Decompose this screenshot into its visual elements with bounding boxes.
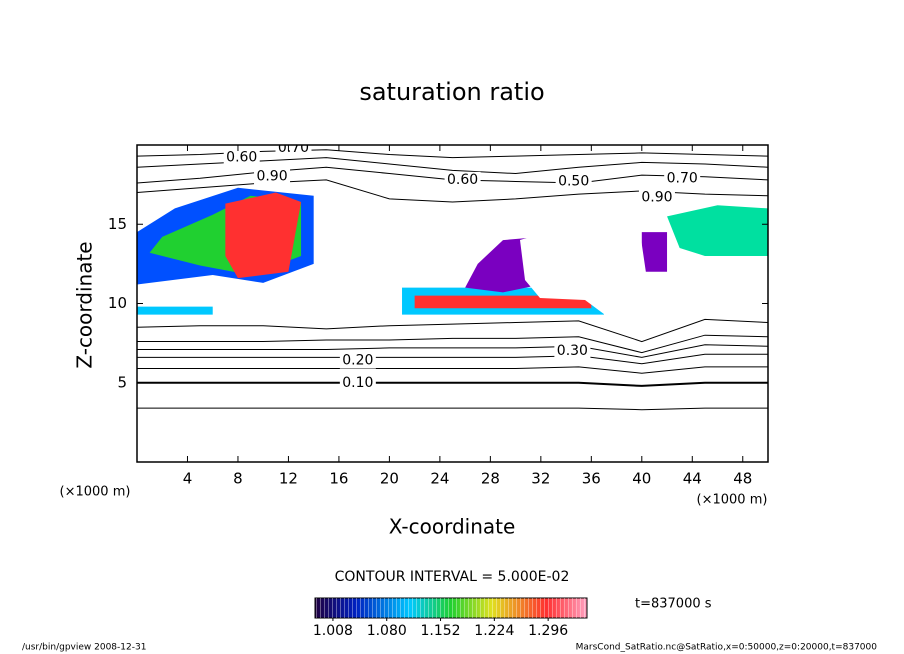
x-tick-label: 36 <box>582 470 601 488</box>
colorbar-label: 1.080 <box>367 623 407 639</box>
label-bg <box>275 145 312 157</box>
chart-title: saturation ratio <box>359 78 544 106</box>
y-tick-label: 10 <box>108 294 127 312</box>
shaded-region <box>225 192 302 279</box>
colorbar-label: 1.008 <box>313 623 353 639</box>
label-bg <box>339 374 376 391</box>
x-tick-label: 44 <box>683 470 702 488</box>
y-tick-label: 5 <box>117 373 127 391</box>
contour-line <box>137 407 768 411</box>
x-axis-label: X-coordinate <box>389 515 516 539</box>
contour-label: 0.20 <box>342 353 373 369</box>
colorbar-stripes <box>315 598 587 618</box>
x-tick-label: 8 <box>233 470 243 488</box>
shaded-region <box>137 306 213 315</box>
x-tick-label: 24 <box>430 470 449 488</box>
blank-region <box>520 225 650 358</box>
contour-label: 0.90 <box>256 169 287 185</box>
label-bg <box>664 170 701 187</box>
x-unit: (×1000 m) <box>697 493 768 508</box>
contour-line <box>137 344 768 358</box>
x-tick-label: 12 <box>279 470 298 488</box>
x-tick-label: 32 <box>531 470 550 488</box>
x-tick-label: 16 <box>329 470 348 488</box>
label-bg <box>638 189 675 206</box>
shaded-region <box>414 295 592 309</box>
plot-area: 0.10 0.20 0.30 0.60 0.50 0.90 0.60 0.70 0.70 0.90 <box>137 140 768 411</box>
contour-label: 0.60 <box>226 150 257 166</box>
label-bg <box>444 171 481 188</box>
contour-line <box>137 366 768 374</box>
contour-line <box>137 334 768 354</box>
footer-left: /usr/bin/gpview 2008-12-31 <box>22 643 146 653</box>
contour-label: 0.10 <box>342 375 373 391</box>
label-bg <box>339 352 376 369</box>
contour-line <box>137 353 768 365</box>
contour-label: 0.70 <box>278 140 309 156</box>
colorbar-label: 1.296 <box>528 623 568 639</box>
contour-line <box>137 381 768 387</box>
label-bg <box>223 149 260 166</box>
contour-label: 0.70 <box>667 170 698 186</box>
x-tick-label: 20 <box>380 470 399 488</box>
shaded-region <box>667 205 768 256</box>
label-bg <box>555 173 592 190</box>
contour-label: 0.60 <box>447 172 478 188</box>
colorbar-label: 1.224 <box>474 623 514 639</box>
contour-line <box>137 318 768 343</box>
shaded-region <box>641 232 668 272</box>
contour-label: 0.50 <box>558 173 589 189</box>
contour-label: 0.90 <box>641 189 672 205</box>
contour-interval: CONTOUR INTERVAL = 5.000E-02 <box>335 569 570 585</box>
x-tick-label: 4 <box>183 470 193 488</box>
label-bg <box>254 168 291 185</box>
x-tick-label: 48 <box>733 470 752 488</box>
label-bg <box>554 343 591 360</box>
contour-label: 0.30 <box>557 343 588 359</box>
x-tick-label: 40 <box>632 470 651 488</box>
colorbar-label: 1.152 <box>420 623 460 639</box>
y-unit: (×1000 m) <box>60 485 131 500</box>
x-tick-label: 28 <box>481 470 500 488</box>
y-tick-label: 15 <box>108 215 127 233</box>
footer-right: MarsCond_SatRatio.nc@SatRatio,x=0:50000,… <box>576 643 878 653</box>
y-axis-label: Z-coordinate <box>73 241 97 368</box>
time-label: t=837000 s <box>635 597 712 612</box>
